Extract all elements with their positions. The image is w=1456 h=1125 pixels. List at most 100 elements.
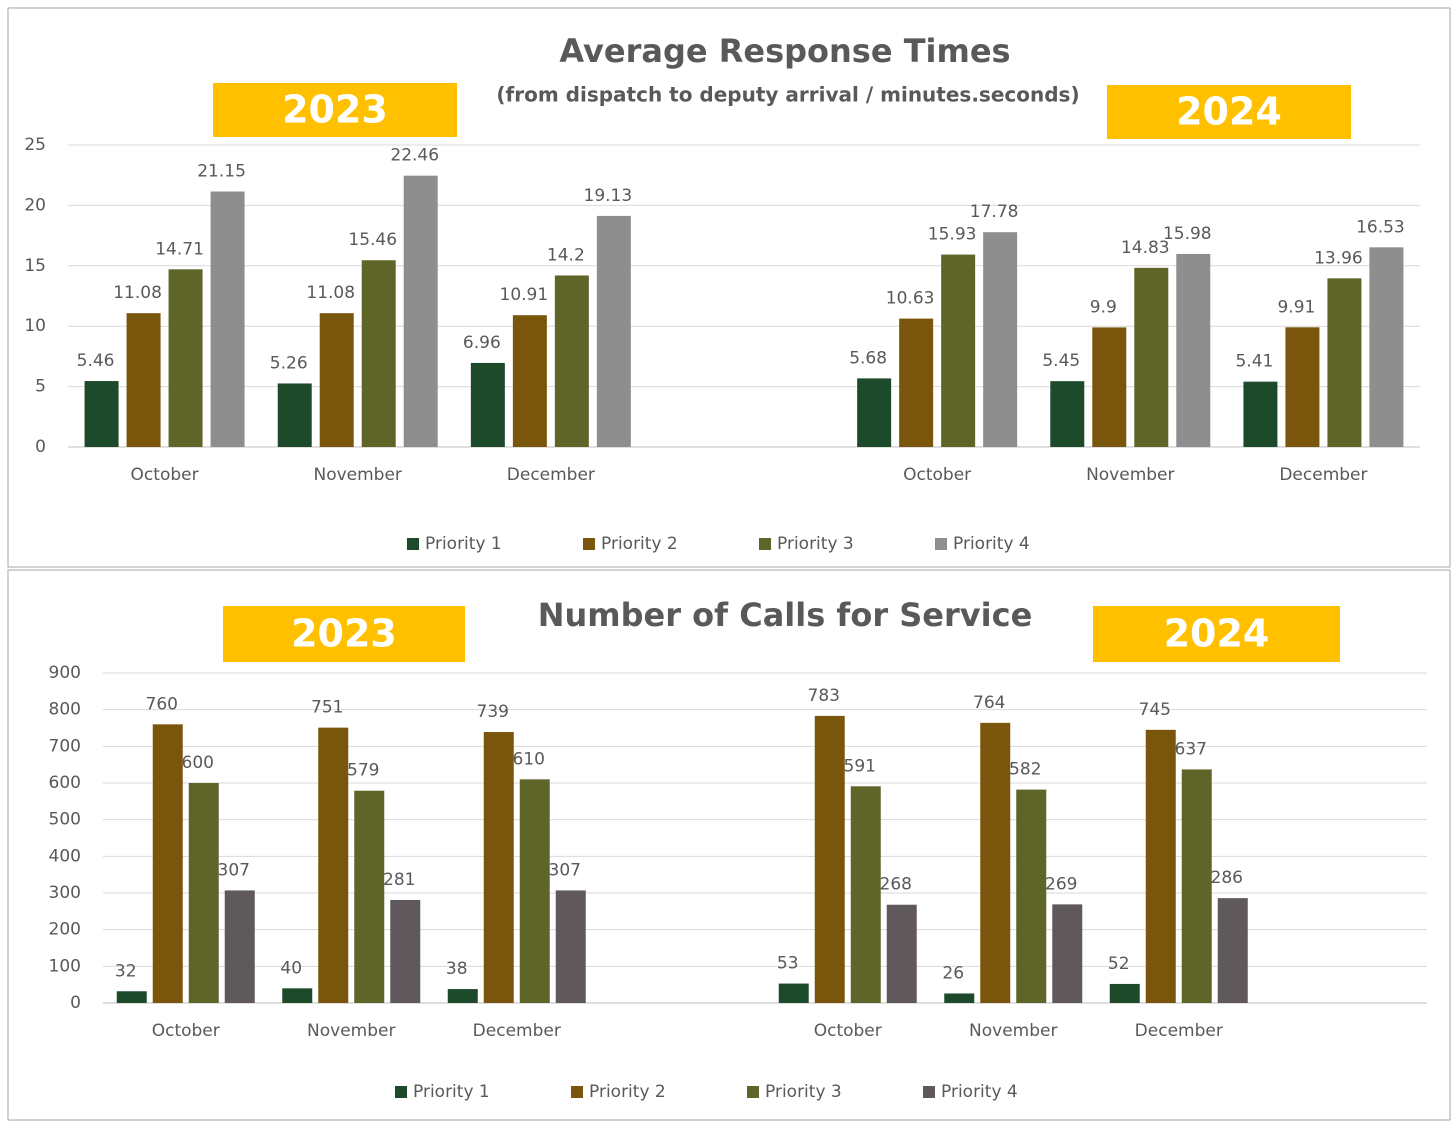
y-tick-label: 900 [49, 663, 81, 683]
y-tick-label: 100 [49, 956, 81, 976]
year-label: 2024 [1164, 612, 1270, 656]
y-tick-label: 0 [35, 437, 46, 457]
bar [512, 315, 547, 447]
bar [210, 191, 245, 447]
legend-label: Priority 2 [601, 534, 678, 554]
data-label: 11.08 [306, 283, 355, 303]
x-tick-label: November [307, 1021, 395, 1041]
data-label: 16.53 [1356, 217, 1405, 237]
bar [318, 727, 349, 1003]
year-label: 2024 [1176, 90, 1282, 134]
legend-swatch [759, 538, 771, 550]
year-box [213, 83, 457, 137]
legend-swatch [747, 1086, 759, 1098]
y-tick-label: 800 [49, 700, 81, 720]
bar [152, 724, 183, 1003]
data-label: 13.96 [1314, 248, 1363, 268]
bar [319, 313, 354, 447]
x-tick-label: October [152, 1021, 220, 1041]
bar [1134, 267, 1169, 447]
data-label: 15.93 [928, 225, 977, 245]
x-tick-label: October [131, 465, 199, 485]
chart-subtitle: (from dispatch to deputy arrival / minut… [496, 83, 1079, 107]
data-label: 739 [477, 702, 509, 722]
bar [1052, 904, 1083, 1003]
chart-title: Average Response Times [559, 32, 1010, 70]
bar [980, 722, 1011, 1003]
x-tick-label: December [1279, 465, 1367, 485]
bar [188, 783, 219, 1003]
bar [519, 779, 550, 1003]
data-label: 579 [347, 761, 379, 781]
data-label: 610 [513, 749, 545, 769]
x-tick-label: October [903, 465, 971, 485]
bar [470, 362, 505, 447]
data-label: 10.63 [886, 289, 935, 309]
data-label: 15.46 [348, 230, 397, 250]
x-tick-label: November [969, 1021, 1057, 1041]
y-tick-label: 10 [24, 316, 46, 336]
bar [596, 215, 631, 447]
bar [447, 989, 478, 1003]
data-label: 5.41 [1235, 352, 1273, 372]
data-label: 760 [146, 694, 178, 714]
bar [277, 383, 312, 447]
data-label: 5.46 [77, 351, 115, 371]
data-label: 600 [182, 753, 214, 773]
data-label: 32 [115, 961, 137, 981]
bar [554, 275, 589, 447]
bar [116, 991, 147, 1003]
bar [354, 790, 385, 1003]
bar [778, 983, 809, 1003]
x-tick-label: December [1135, 1021, 1223, 1041]
bar [361, 260, 396, 447]
y-tick-label: 25 [24, 135, 46, 155]
data-label: 307 [218, 860, 250, 880]
y-tick-label: 5 [35, 377, 46, 397]
data-label: 268 [880, 875, 912, 895]
data-label: 5.68 [849, 348, 887, 368]
data-label: 6.96 [463, 333, 501, 353]
year-box [1107, 85, 1351, 139]
x-tick-label: October [814, 1021, 882, 1041]
data-label: 14.2 [547, 245, 585, 265]
data-label: 281 [383, 870, 415, 890]
bar [403, 175, 438, 447]
data-label: 19.13 [584, 186, 633, 206]
bar [555, 890, 586, 1003]
bar [1092, 327, 1127, 447]
legend-swatch [583, 538, 595, 550]
bar [1285, 327, 1320, 447]
legend-label: Priority 3 [765, 1082, 842, 1102]
y-tick-label: 200 [49, 920, 81, 940]
y-tick-label: 700 [49, 736, 81, 756]
data-label: 22.46 [390, 146, 439, 166]
data-label: 307 [549, 860, 581, 880]
bar [1243, 381, 1278, 447]
bar [1327, 278, 1362, 447]
data-label: 38 [446, 959, 468, 979]
bar [886, 904, 917, 1003]
data-label: 14.71 [155, 239, 204, 259]
bar [850, 786, 881, 1003]
bar [941, 254, 976, 447]
data-label: 9.91 [1277, 297, 1315, 317]
y-tick-label: 500 [49, 810, 81, 830]
data-label: 53 [777, 954, 799, 974]
year-label: 2023 [282, 88, 388, 132]
bar [1181, 769, 1212, 1003]
data-label: 582 [1009, 760, 1041, 780]
data-label: 9.9 [1090, 297, 1117, 317]
x-tick-label: December [473, 1021, 561, 1041]
y-tick-label: 0 [70, 993, 81, 1013]
bar [1109, 983, 1140, 1003]
data-label: 21.15 [197, 162, 246, 182]
legend-swatch [395, 1086, 407, 1098]
data-label: 5.45 [1042, 351, 1080, 371]
bar [282, 988, 313, 1003]
bar [814, 715, 845, 1003]
y-tick-label: 400 [49, 846, 81, 866]
legend-label: Priority 4 [941, 1082, 1018, 1102]
data-label: 26 [942, 963, 964, 983]
bar [483, 732, 514, 1003]
